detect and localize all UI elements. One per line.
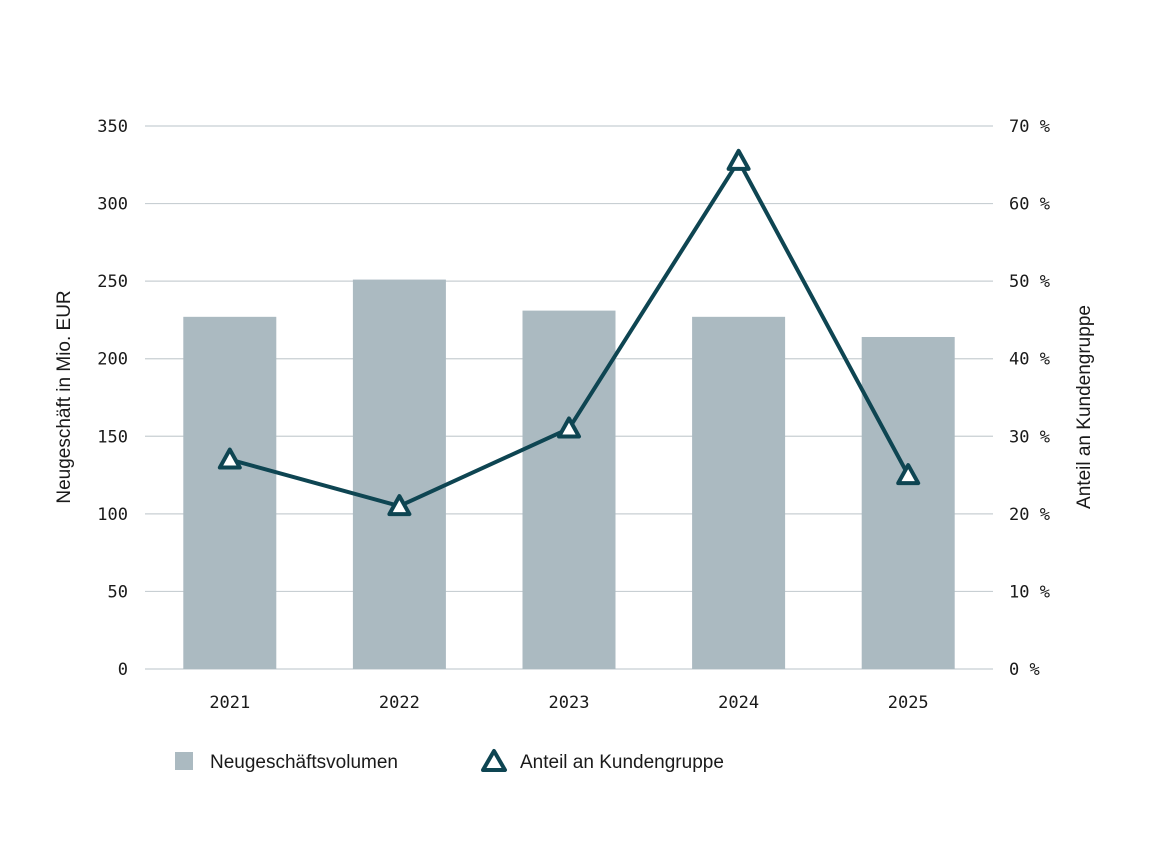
left-tick-label: 350 — [97, 117, 128, 137]
bars — [183, 279, 955, 669]
right-axis-title: Anteil an Kundengruppe — [1074, 305, 1095, 509]
left-tick-label: 50 — [108, 582, 128, 602]
right-axis-ticks: 0 % 10 % 20 % 30 % 40 % 50 % 60 % 70 % — [1009, 117, 1050, 680]
right-tick-label: 30 % — [1009, 427, 1050, 447]
triangle-marker-2023 — [557, 416, 581, 439]
bar-2024 — [692, 316, 786, 669]
legend-triangle-marker — [481, 749, 507, 772]
x-tick-label: 2021 — [209, 693, 250, 713]
right-tick-label: 50 % — [1009, 272, 1050, 292]
right-tick-label: 0 % — [1009, 660, 1040, 680]
bar-2022 — [352, 279, 446, 669]
legend-bar-label: Neugeschäftsvolumen — [210, 752, 398, 773]
line-series — [217, 148, 921, 517]
left-tick-label: 250 — [97, 272, 128, 292]
triangle-marker-2021 — [217, 447, 242, 470]
left-tick-label: 0 — [118, 660, 128, 680]
x-tick-label: 2024 — [718, 693, 759, 713]
left-axis-ticks: 0 50 100 150 200 250 300 350 — [97, 117, 128, 680]
right-tick-label: 10 % — [1009, 582, 1050, 602]
right-tick-label: 20 % — [1009, 505, 1050, 525]
bar-2023 — [522, 310, 616, 669]
legend-bar-swatch — [175, 752, 193, 770]
triangle-marker-2025 — [896, 463, 921, 486]
legend-line-label: Anteil an Kundengruppe — [520, 752, 724, 773]
x-tick-label: 2023 — [549, 693, 590, 713]
left-tick-label: 150 — [97, 427, 128, 447]
x-tick-label: 2025 — [888, 693, 929, 713]
x-tick-label: 2022 — [379, 693, 420, 713]
right-tick-label: 60 % — [1009, 195, 1050, 215]
bar-2025 — [861, 336, 955, 669]
triangle-marker-2022 — [387, 494, 412, 517]
x-axis-ticks: 2021 2022 2023 2024 2025 — [209, 693, 928, 713]
triangle-marker-2024 — [726, 148, 751, 171]
left-axis-title: Neugeschäft in Mio. EUR — [54, 290, 75, 503]
left-tick-label: 100 — [97, 505, 128, 525]
right-tick-label: 40 % — [1009, 350, 1050, 370]
bar-2021 — [183, 316, 277, 669]
left-tick-label: 300 — [97, 195, 128, 215]
right-tick-label: 70 % — [1009, 117, 1050, 137]
left-tick-label: 200 — [97, 350, 128, 370]
legend: Neugeschäftsvolumen Anteil an Kundengrup… — [175, 749, 724, 773]
